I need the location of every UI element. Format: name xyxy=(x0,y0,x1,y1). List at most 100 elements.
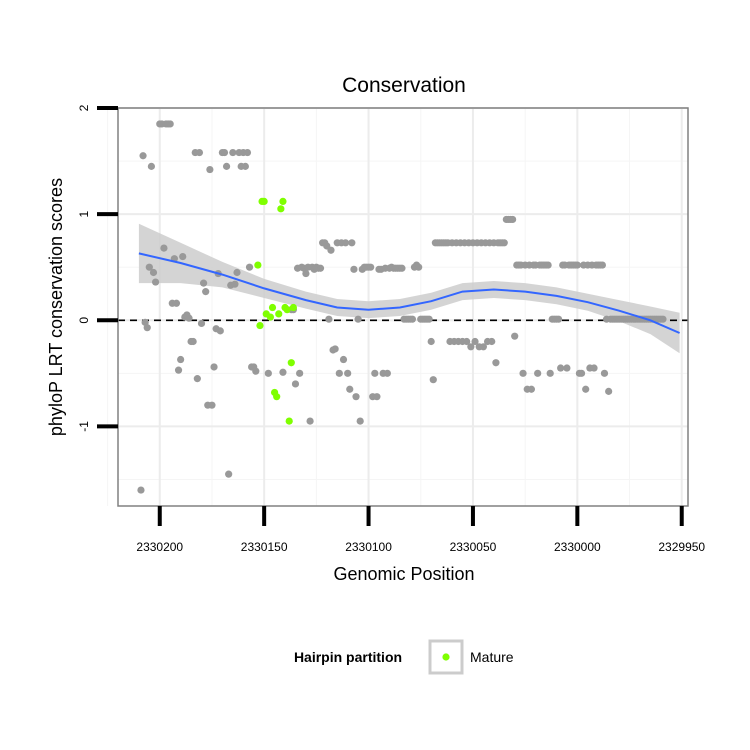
data-point xyxy=(151,278,160,286)
data-point xyxy=(356,417,364,425)
x-tick-label: 2330100 xyxy=(345,540,392,554)
data-point xyxy=(500,239,508,247)
data-point xyxy=(348,239,356,247)
mature-points xyxy=(254,197,297,425)
data-point xyxy=(206,165,214,174)
data-point xyxy=(279,368,287,376)
x-tick-label: 2330200 xyxy=(136,540,183,554)
data-point xyxy=(231,280,239,288)
data-point xyxy=(577,369,586,377)
data-point xyxy=(291,380,300,388)
data-point xyxy=(220,148,229,157)
data-point xyxy=(429,376,437,384)
data-point xyxy=(339,355,348,364)
legend: Hairpin partition Mature xyxy=(294,639,514,675)
data-point xyxy=(195,148,204,157)
data-point xyxy=(149,268,158,277)
data-point xyxy=(605,387,613,395)
data-point xyxy=(229,148,237,157)
data-point xyxy=(335,369,343,377)
data-point xyxy=(197,319,206,328)
mature-data-point xyxy=(275,310,283,318)
data-point xyxy=(354,315,362,323)
data-point xyxy=(325,315,333,323)
legend-label-mature: Mature xyxy=(470,649,514,665)
data-point xyxy=(367,263,375,271)
data-point xyxy=(479,343,487,351)
mature-data-point xyxy=(254,261,262,269)
data-point xyxy=(557,364,565,372)
data-point xyxy=(302,269,310,278)
chart-title: Conservation xyxy=(342,74,466,97)
data-point xyxy=(544,261,552,269)
data-point xyxy=(193,375,201,383)
data-point xyxy=(210,363,218,371)
data-point xyxy=(185,314,193,322)
data-point xyxy=(590,364,598,372)
data-point xyxy=(296,369,304,377)
x-tick-label: 2329950 xyxy=(658,540,705,554)
data-point xyxy=(563,364,571,372)
data-point xyxy=(471,337,479,346)
data-point xyxy=(243,148,252,157)
data-point xyxy=(225,470,233,478)
mature-data-point xyxy=(279,197,287,205)
x-axis: 2330200 2330150 2330100 2330050 2330000 23299… xyxy=(136,506,705,554)
plot-panel xyxy=(107,107,689,507)
data-point xyxy=(492,359,500,367)
data-point xyxy=(352,393,360,401)
data-point xyxy=(327,246,335,254)
data-point xyxy=(398,264,406,272)
legend-title: Hairpin partition xyxy=(294,649,402,665)
mature-data-point xyxy=(268,303,277,312)
data-point xyxy=(189,337,197,346)
data-point xyxy=(344,369,352,377)
data-point xyxy=(534,369,542,377)
data-point xyxy=(659,315,667,323)
legend-key xyxy=(428,639,464,675)
y-axis: -1 0 1 2 xyxy=(77,104,118,432)
mature-data-point xyxy=(277,205,285,213)
mature-data-point xyxy=(289,303,297,312)
data-point xyxy=(425,315,433,323)
data-point xyxy=(527,385,536,393)
data-point xyxy=(177,355,185,364)
data-point xyxy=(519,369,527,377)
data-point xyxy=(241,162,249,170)
data-point xyxy=(331,345,339,353)
data-point xyxy=(598,261,606,269)
data-point xyxy=(166,120,174,128)
mature-data-point xyxy=(285,417,293,425)
data-point xyxy=(341,239,350,247)
y-tick-label: 1 xyxy=(77,210,91,217)
smooth-line xyxy=(138,252,680,334)
data-point xyxy=(488,337,496,346)
data-point xyxy=(174,366,183,374)
data-point xyxy=(216,327,224,335)
data-point xyxy=(143,324,151,332)
data-point xyxy=(139,152,147,160)
data-point xyxy=(371,369,379,377)
data-point xyxy=(316,264,325,272)
y-tick-label: -1 xyxy=(77,421,91,432)
y-axis-title: phyloP LRT conservation scores xyxy=(46,178,66,436)
data-point xyxy=(373,393,381,401)
data-point xyxy=(467,343,475,351)
data-point xyxy=(511,332,519,340)
x-axis-title: Genomic Position xyxy=(333,564,474,584)
mature-data-point xyxy=(283,306,291,314)
mature-data-point xyxy=(256,321,264,330)
data-point xyxy=(427,337,435,346)
data-point xyxy=(346,385,354,393)
data-point xyxy=(600,369,609,377)
data-point xyxy=(202,288,210,296)
panel-border xyxy=(117,107,689,507)
data-point xyxy=(264,369,272,377)
data-point xyxy=(172,299,181,307)
data-point xyxy=(179,252,187,261)
y-tick-label: 0 xyxy=(77,317,91,324)
data-point xyxy=(208,401,216,409)
data-point xyxy=(415,263,423,271)
data-point xyxy=(573,261,581,269)
data-point xyxy=(546,369,554,377)
